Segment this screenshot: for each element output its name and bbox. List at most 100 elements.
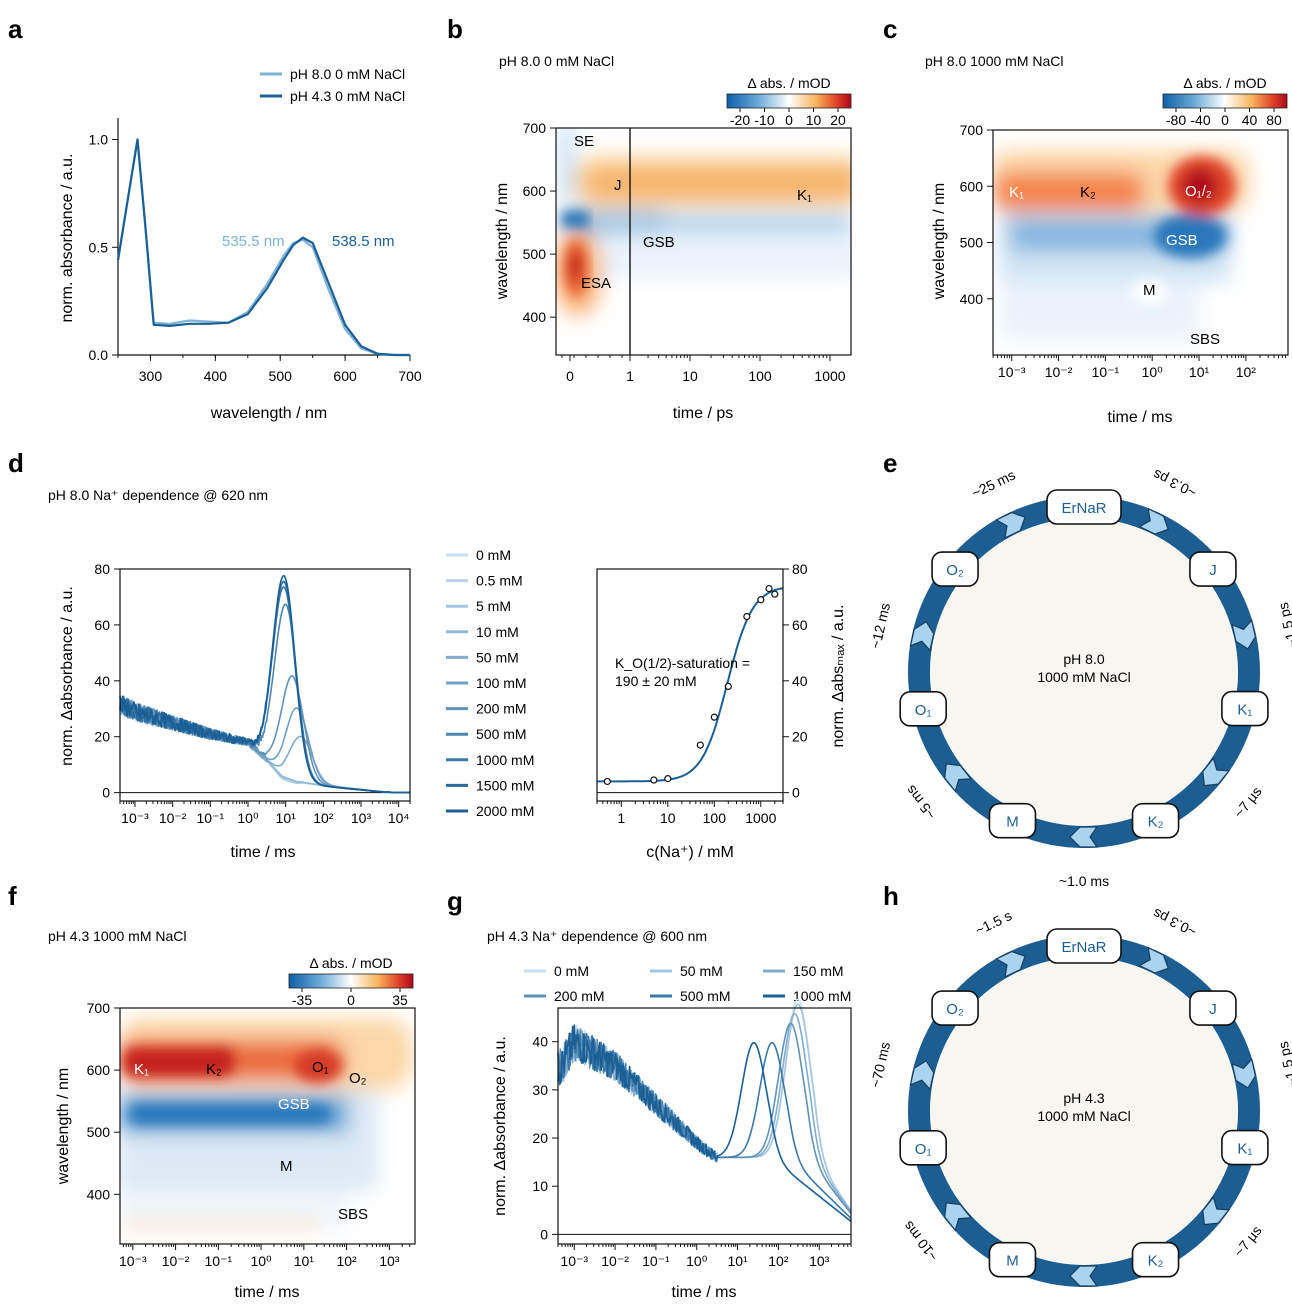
b-ytick-label: 600 — [523, 183, 547, 199]
fit-data-point — [603, 777, 611, 786]
g-plot-ytick-label: 20 — [532, 1130, 548, 1146]
f-x-tick-label: 10⁰ — [250, 1253, 272, 1269]
g-plot-x-tick-label: 10⁻¹ — [642, 1253, 670, 1269]
annotation-c-O12: O₁/₂ — [1185, 183, 1212, 200]
x-tick-label-a: 600 — [333, 368, 357, 384]
transition-arrow-1 — [1231, 619, 1257, 650]
fit-data-point — [650, 776, 658, 784]
annotation-c-GSB: GSB — [1166, 232, 1198, 249]
fit-annotation-line1: K_O(1/2)-saturation = — [615, 655, 750, 671]
state-label-0: ErNaR — [1061, 500, 1106, 517]
x-tick-label-a: 700 — [398, 368, 422, 384]
time-label-1: ~1.5 ps — [1275, 1040, 1292, 1089]
f-x-tick-label: 10⁻³ — [119, 1253, 147, 1269]
kinetic-trace-d-plot-6 — [119, 675, 410, 794]
c-ytick-label: 500 — [960, 235, 984, 251]
cb-f-tick-label: 0 — [347, 992, 355, 1008]
b-xtick-label: 0 — [566, 368, 574, 384]
time-label-3: ~1.0 ms — [1059, 873, 1109, 889]
legend-label-d-plot-2: 5 mM — [476, 598, 511, 614]
annotation-f-O1: O₁ — [312, 1059, 329, 1076]
annotation-c-SBS: SBS — [1190, 331, 1220, 348]
panel-g-kinetics: 0 mM 50 mM 150 mM 200 mM 500 mM 1000 mM 0 10 20… — [492, 963, 852, 1301]
legend-label-g-plot-4: 500 mM — [680, 988, 731, 1004]
fit-x-tick-label: 10 — [660, 810, 676, 826]
c-x-tick-label: 10⁻³ — [998, 364, 1026, 380]
cb-c-tick-label: 40 — [1242, 112, 1258, 128]
colorbar-b — [726, 93, 852, 109]
panel-letter-g: g — [447, 886, 463, 916]
y-tick-label-a: 0.0 — [89, 347, 109, 363]
x-axis-label-f: time / ms — [235, 1284, 300, 1301]
state-box-3 — [1131, 1241, 1180, 1278]
transition-arrow-6 — [995, 511, 1026, 539]
cycle-center — [931, 958, 1237, 1264]
subtitle-b: pH 8.0 0 mM NaCl — [499, 53, 614, 69]
panel-d-kinetics: 0 20 40 60 80 10⁻³ 10⁻² 10⁻¹ 10⁰ 10¹ 10² 10³ 10⁴ tim… — [59, 547, 847, 861]
fit-ytick-label: 20 — [792, 729, 808, 745]
transition-arrow-3 — [1069, 1265, 1099, 1287]
legend-label-ph8: pH 8.0 0 mM NaCl — [290, 66, 405, 82]
legend-label-d-plot-8: 1000 mM — [476, 752, 534, 768]
y-axis-label-b: wavelength / nm — [494, 183, 511, 301]
d-plot-x-tick-label: 10³ — [351, 810, 372, 826]
fit-data-point — [710, 713, 718, 721]
cb-f-tick-label: -35 — [292, 992, 312, 1008]
plot-frame-d — [119, 568, 411, 802]
transition-arrow-2 — [1202, 1196, 1231, 1226]
panel-letter-e: e — [883, 448, 897, 478]
d-plot-x-tick-label: 10² — [313, 810, 334, 826]
annotation-c-M: M — [1143, 282, 1156, 299]
annotation-b-ESA: ESA — [581, 275, 611, 292]
c-x-tick-label: 10¹ — [1189, 364, 1210, 380]
transition-arrow-1 — [1231, 1058, 1257, 1089]
b-xtick-label: 100 — [748, 368, 772, 384]
cb-b-tick-label: -10 — [754, 112, 774, 128]
time-label-5: ~12 ms — [867, 601, 893, 650]
d-plot-x-tick-label: 10⁴ — [388, 810, 410, 826]
transition-arrow-0 — [1138, 946, 1169, 974]
transition-arrow-6 — [995, 950, 1026, 978]
legend-label-d-plot-9: 1500 mM — [476, 777, 534, 793]
y-axis-label-c: wavelength / nm — [931, 183, 948, 301]
panel-b-heatmap: Δ abs. / mOD -20 -10 0 10 20 400 500 600 700 0 1 1… — [494, 75, 852, 422]
panel-letter-h: h — [883, 881, 899, 911]
annotation-f-M: M — [280, 1158, 293, 1175]
b-ytick-label: 700 — [523, 120, 547, 136]
b-xtick-label: 1 — [626, 368, 634, 384]
legend-label-g-plot-0: 0 mM — [554, 963, 589, 979]
g-plot-x-tick-label: 10² — [768, 1253, 789, 1269]
state-label-4: M — [1006, 814, 1019, 831]
f-x-tick-label: 10⁻¹ — [205, 1253, 233, 1269]
annotation-c-K2: K₂ — [1080, 184, 1096, 201]
annotation-b-GSB: GSB — [643, 234, 675, 251]
annotation-c-K1: K₁ — [1009, 184, 1024, 201]
cb-b-tick-label: 20 — [830, 112, 846, 128]
cb-b-tick-label: 0 — [785, 112, 793, 128]
state-label-3: K₂ — [1148, 814, 1164, 831]
state-label-5: O₁ — [915, 702, 932, 719]
d-plot-x-tick-label: 10⁰ — [237, 810, 259, 826]
cb-b-tick-label: -20 — [730, 112, 750, 128]
state-box-5 — [899, 691, 947, 727]
state-box-0 — [1046, 489, 1122, 525]
annotation-f-K1: K₁ — [134, 1061, 149, 1078]
state-label-6: O₂ — [946, 1001, 964, 1018]
legend-label-d-plot-4: 50 mM — [476, 649, 519, 665]
transition-arrow-3 — [1069, 826, 1099, 848]
x-axis-label-g: time / ms — [672, 1284, 737, 1301]
colorbar-c — [1162, 93, 1288, 109]
f-x-tick-label: 10⁻² — [162, 1253, 190, 1269]
time-label-6: ~1.5 s — [973, 907, 1015, 938]
y-axis-label-d: norm. Δabsorbance / a.u. — [59, 586, 76, 766]
b-ytick-label: 500 — [523, 246, 547, 262]
center-label-2: 1000 mM NaCl — [1037, 1108, 1130, 1124]
panel-letter-f: f — [8, 881, 17, 911]
g-plot-ytick-label: 10 — [532, 1178, 548, 1194]
plot-frame-f — [119, 1007, 416, 1245]
transition-arrow-5 — [909, 620, 935, 652]
state-label-6: O₂ — [946, 562, 964, 579]
fit-data-point — [696, 741, 704, 749]
state-box-1 — [1189, 990, 1237, 1026]
panel-c-heatmap: Δ abs. / mOD -80 -40 0 40 80 400 500 600 700 10⁻… — [931, 75, 1289, 426]
